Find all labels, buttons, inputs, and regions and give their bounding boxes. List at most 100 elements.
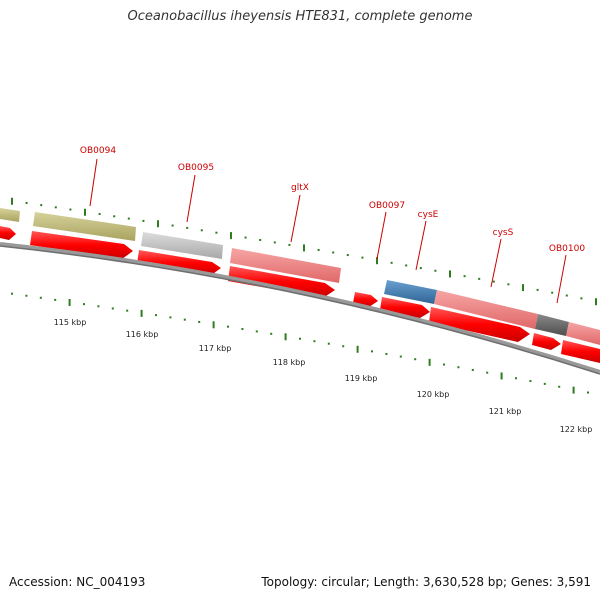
leader-ob0095 [186, 174, 196, 223]
minor-tick [443, 363, 445, 366]
genome-title: Oceanobacillus iheyensis HTE831, complet… [127, 9, 473, 24]
feature-gray-ob0095[interactable] [141, 232, 223, 259]
gene-label-cyss[interactable]: cysS [493, 228, 514, 238]
minor-tick [558, 385, 561, 388]
gene-label-gltx[interactable]: gltX [291, 183, 309, 193]
feature-blue-cyse[interactable] [384, 280, 437, 304]
cds-arrow[interactable] [0, 226, 16, 240]
genome-backbone-shadow [0, 245, 600, 375]
major-tick [230, 232, 232, 240]
major-tick [84, 208, 86, 216]
accession-label: Accession: NC_004193 [9, 575, 146, 589]
leader-ob0094 [89, 158, 98, 207]
minor-tick [313, 340, 316, 343]
kbp-label-116: 116 kbp [126, 330, 159, 339]
minor-tick [385, 352, 388, 355]
minor-tick [536, 288, 539, 291]
leader-ob0097 [376, 211, 387, 260]
gene-leaders [89, 158, 567, 304]
minor-tick [111, 307, 114, 310]
minor-tick [215, 231, 218, 234]
kbp-label-118: 118 kbp [273, 358, 306, 367]
feature-pink-gltx[interactable] [230, 248, 341, 283]
feature-track [0, 208, 600, 345]
minor-tick [255, 330, 258, 333]
gene-label-ob0097[interactable]: OB0097 [369, 201, 405, 211]
cds-arrow[interactable] [532, 333, 561, 350]
feature-pink-cyss[interactable] [434, 290, 538, 329]
minor-tick [551, 291, 554, 294]
major-tick [356, 345, 359, 353]
minor-tick [259, 238, 262, 241]
major-tick [500, 372, 503, 380]
minor-tick [471, 368, 474, 371]
feature-olive-left[interactable] [0, 208, 20, 222]
leader-cyse [415, 220, 427, 271]
cds-arrow[interactable] [561, 340, 600, 363]
minor-tick [227, 325, 229, 328]
cds-track [0, 226, 600, 363]
minor-tick [587, 391, 589, 394]
minor-tick [361, 256, 364, 259]
minor-tick [169, 316, 172, 319]
major-tick [140, 309, 143, 317]
major-tick [157, 220, 159, 228]
major-tick [376, 257, 378, 265]
minor-tick [515, 377, 517, 380]
leader-cyss [490, 238, 502, 288]
kbp-label-115: 115 kbp [54, 318, 87, 327]
minor-tick [142, 219, 145, 222]
minor-tick [183, 318, 186, 321]
major-tick [428, 358, 431, 366]
major-tick [11, 197, 13, 205]
minor-tick [332, 251, 335, 254]
major-tick [522, 284, 524, 292]
minor-tick [486, 371, 489, 374]
gene-labels: OB0094 OB0095 gltX OB0097 cysE cysS OB01… [80, 146, 585, 254]
minor-tick [127, 217, 130, 220]
minor-tick [457, 366, 460, 369]
gene-label-ob0095[interactable]: OB0095 [178, 163, 214, 173]
cds-arrow[interactable] [30, 231, 133, 259]
cds-arrow[interactable] [380, 297, 430, 318]
minor-tick [346, 254, 349, 257]
minor-tick [270, 332, 273, 335]
minor-tick [507, 283, 510, 286]
minor-tick [241, 328, 244, 331]
kbp-label-121: 121 kbp [489, 407, 522, 416]
minor-tick [565, 294, 568, 297]
minor-tick [342, 345, 345, 348]
minor-tick [299, 337, 301, 340]
minor-tick [97, 305, 100, 308]
kbp-label-120: 120 kbp [417, 390, 450, 399]
feature-dark-ob0100[interactable] [535, 314, 569, 336]
minor-tick [405, 264, 408, 267]
minor-tick [54, 206, 57, 209]
minor-tick [39, 296, 42, 299]
feature-olive-ob0094[interactable] [33, 212, 136, 241]
minor-tick [40, 204, 43, 207]
gene-label-cyse[interactable]: cysE [418, 210, 439, 220]
genome-backbone [0, 242, 600, 374]
feature-pink-right[interactable] [566, 322, 600, 345]
minor-tick [126, 309, 129, 312]
major-tick [449, 270, 451, 278]
gene-label-ob0094[interactable]: OB0094 [80, 146, 116, 156]
gene-label-ob0100[interactable]: OB0100 [549, 244, 585, 254]
minor-tick [288, 243, 291, 246]
major-tick [572, 386, 575, 394]
minor-tick [155, 314, 157, 317]
minor-tick [317, 248, 320, 251]
minor-tick [69, 208, 72, 211]
minor-tick [414, 358, 417, 361]
cds-arrow[interactable] [137, 250, 221, 276]
minor-tick [98, 213, 101, 216]
minor-tick [492, 280, 495, 283]
minor-tick [529, 380, 532, 383]
minor-tick [463, 275, 466, 278]
leader-gltx [290, 194, 301, 243]
minor-tick [11, 292, 13, 295]
kbp-label-119: 119 kbp [345, 374, 378, 383]
cds-arrow[interactable] [429, 307, 530, 342]
cds-arrow[interactable] [228, 266, 335, 298]
